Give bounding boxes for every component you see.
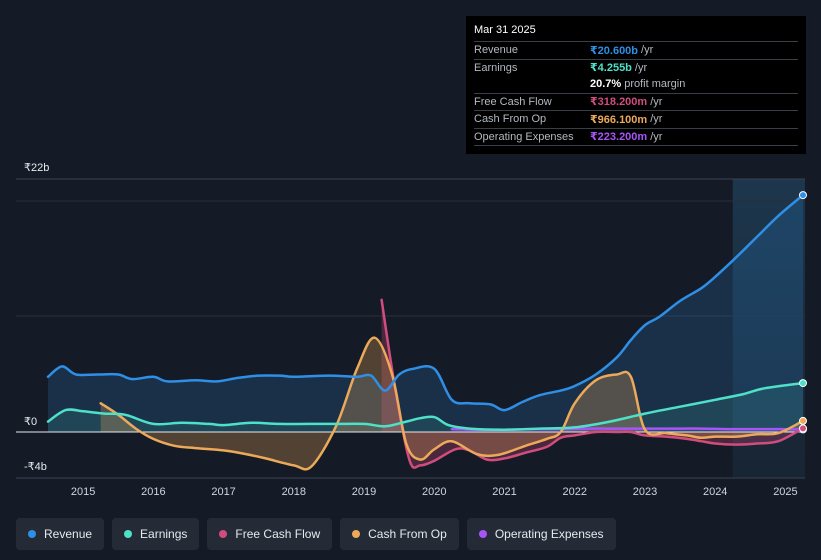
y-label-top: ₹22b xyxy=(24,162,50,174)
x-tick-label: 2023 xyxy=(633,486,657,498)
legend-label: Cash From Op xyxy=(368,527,447,541)
series-endpoint-free-cash-flow xyxy=(799,424,807,433)
x-tick-label: 2015 xyxy=(71,486,95,498)
series-line-cash-from-op xyxy=(99,336,805,471)
x-tick-label: 2019 xyxy=(352,486,376,498)
series-line-revenue xyxy=(46,193,805,412)
y-label-bottom: -₹4b xyxy=(24,461,47,473)
legend-label: Operating Expenses xyxy=(494,527,604,541)
tooltip-unit: /yr xyxy=(650,95,663,108)
x-tick-label: 2016 xyxy=(141,486,165,498)
y-label-zero: ₹0 xyxy=(24,416,38,428)
tooltip-panel: Mar 31 2025 Revenue ₹20.600b /yr Earning… xyxy=(466,16,806,154)
tooltip-row-cfo: Cash From Op ₹966.100m /yr xyxy=(474,111,798,129)
tooltip-unit: /yr xyxy=(641,44,654,57)
legend-label: Earnings xyxy=(140,527,188,541)
legend-dot-icon xyxy=(219,530,228,538)
tooltip-date: Mar 31 2025 xyxy=(474,24,798,42)
tooltip-label: Revenue xyxy=(474,44,519,57)
x-tick-label: 2021 xyxy=(492,486,516,498)
legend-item-free-cash-flow[interactable]: Free Cash Flow xyxy=(207,518,333,550)
series-area-revenue xyxy=(48,195,803,432)
tooltip-row-opex: Operating Expenses ₹223.200m /yr xyxy=(474,129,798,146)
tooltip-label: Earnings xyxy=(474,61,518,74)
series-line-earnings xyxy=(46,381,805,431)
x-tick-label: 2020 xyxy=(422,486,446,498)
legend: Revenue Earnings Free Cash Flow Cash Fro… xyxy=(16,518,616,550)
tooltip-row-fcf: Free Cash Flow ₹318.200m /yr xyxy=(474,94,798,111)
tooltip-value: ₹318.200m xyxy=(590,96,648,109)
tooltip-unit: /yr xyxy=(650,130,663,143)
legend-item-cash-from-op[interactable]: Cash From Op xyxy=(340,518,459,550)
tooltip-unit: /yr xyxy=(634,61,648,74)
legend-dot-icon xyxy=(124,530,133,538)
tooltip-row-margin: 20.7% profit margin xyxy=(474,76,798,94)
tooltip-value: ₹20.600b xyxy=(590,44,639,57)
tooltip-value: 20.7% xyxy=(590,78,622,91)
legend-label: Free Cash Flow xyxy=(235,527,321,541)
legend-item-revenue[interactable]: Revenue xyxy=(16,518,105,550)
tooltip-label: Operating Expenses xyxy=(474,130,574,143)
x-tick-label: 2017 xyxy=(211,486,235,498)
x-tick-label: 2024 xyxy=(703,486,727,498)
series-line-free-cash-flow xyxy=(380,298,805,469)
legend-label: Revenue xyxy=(44,527,93,541)
x-tick-label: 2025 xyxy=(773,486,797,498)
legend-dot-icon xyxy=(28,530,36,538)
series-endpoint-revenue xyxy=(799,191,807,200)
tooltip-value: ₹966.100m xyxy=(590,113,648,126)
tooltip-value: ₹223.200m xyxy=(590,131,648,144)
x-tick-label: 2018 xyxy=(282,486,306,498)
tooltip-label: Cash From Op xyxy=(474,113,547,126)
tooltip-unit: /yr xyxy=(650,113,663,126)
tooltip-value: ₹4.255b xyxy=(590,62,632,75)
x-tick-label: 2022 xyxy=(563,486,587,498)
series-area-free-cash-flow xyxy=(381,299,803,468)
legend-item-earnings[interactable]: Earnings xyxy=(112,518,200,550)
chart-plot: 2015 2016 2017 2018 2019 2020 2021 2022 2023 2024… xyxy=(16,178,807,498)
tooltip-row-earnings: Earnings ₹4.255b /yr xyxy=(474,60,798,77)
legend-dot-icon xyxy=(478,530,487,538)
legend-dot-icon xyxy=(352,530,361,538)
series-endpoint-cash-from-op xyxy=(799,416,807,425)
tooltip-unit: profit margin xyxy=(624,78,686,91)
tooltip-label: Free Cash Flow xyxy=(474,95,552,108)
series-area-cash-from-op xyxy=(100,337,803,470)
series-area-earnings xyxy=(48,383,803,432)
tooltip-row-revenue: Revenue ₹20.600b /yr xyxy=(474,42,798,60)
legend-item-operating-expenses[interactable]: Operating Expenses xyxy=(466,518,616,550)
series-endpoint-earnings xyxy=(799,379,807,388)
